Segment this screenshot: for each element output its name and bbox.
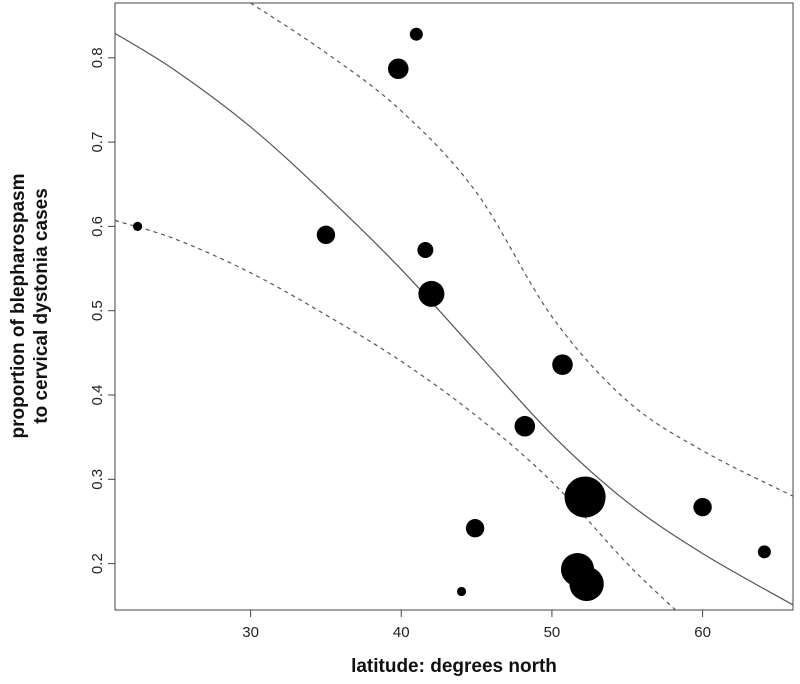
lower-curve <box>115 219 676 610</box>
data-points <box>133 27 771 602</box>
x-axis: 30 40 50 60 <box>242 609 711 641</box>
data-point <box>465 519 485 538</box>
y-tick-label: 0.6 <box>89 216 106 237</box>
y-tick-label: 0.8 <box>89 47 106 68</box>
data-point <box>514 415 536 437</box>
plot-area <box>114 2 794 611</box>
fit-curves <box>115 3 793 610</box>
data-point <box>417 242 434 258</box>
data-point <box>552 354 573 375</box>
data-point <box>569 566 604 602</box>
x-tick-label: 50 <box>544 624 561 641</box>
data-point <box>564 476 606 518</box>
data-point <box>693 497 712 517</box>
y-axis-title-line-1: proportion of blepharospasm <box>8 174 29 439</box>
data-point <box>418 280 445 307</box>
x-tick-label: 40 <box>393 624 410 641</box>
y-tick-label: 0.3 <box>89 469 106 490</box>
y-tick-label: 0.5 <box>89 300 106 321</box>
data-point <box>387 58 409 80</box>
y-axis-title-line-2: to cervical dystonia cases <box>31 188 52 424</box>
fit-curve <box>115 32 793 606</box>
x-tick-label: 60 <box>694 624 711 641</box>
y-axis-title: proportion of blepharospasm to cervical … <box>8 174 52 439</box>
data-point <box>316 225 336 245</box>
x-tick-label: 30 <box>242 624 259 641</box>
y-tick-label: 0.7 <box>89 132 106 153</box>
y-tick-label: 0.4 <box>89 385 106 406</box>
data-point <box>133 221 143 232</box>
y-tick-label: 0.2 <box>89 553 106 574</box>
data-point <box>456 586 467 597</box>
data-point <box>409 27 423 41</box>
data-point <box>757 545 771 559</box>
y-axis: 0.2 0.3 0.4 0.5 0.6 0.7 0.8 <box>89 47 116 574</box>
plot-frame <box>114 2 794 611</box>
x-axis-title: latitude: degrees north <box>351 656 557 677</box>
